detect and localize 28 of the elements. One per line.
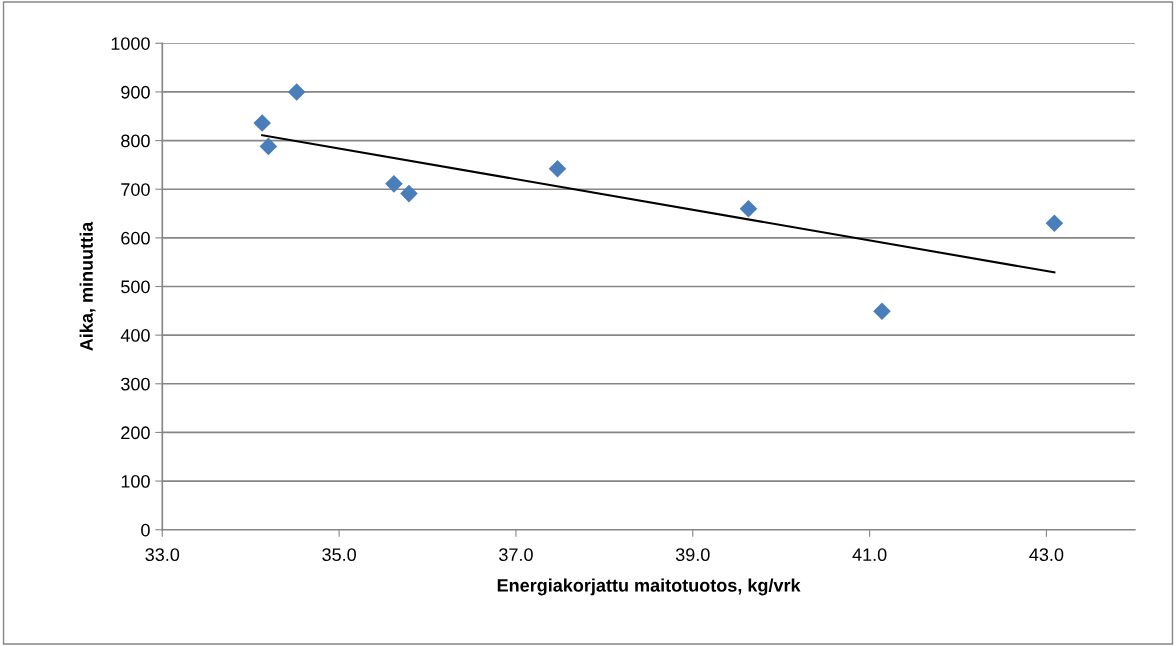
x-tick-label: 33.0 [145, 548, 180, 562]
point [400, 184, 418, 203]
y-axis-title: Aika, minuuttia [79, 221, 96, 351]
point [548, 160, 567, 178]
y-tick-label: 300 [121, 377, 150, 391]
x-tick-label: 35.0 [322, 548, 356, 562]
point [385, 175, 403, 193]
y-tick-label: 900 [121, 85, 150, 99]
y-tick-label: 700 [121, 183, 150, 196]
point [739, 199, 758, 218]
y-tick-label: 600 [121, 231, 150, 245]
y-tick-label: 400 [120, 329, 150, 342]
y-tick-label: 100 [121, 475, 150, 488]
point [1045, 214, 1064, 233]
y-tick-label: 500 [121, 280, 150, 294]
y-tick-label: 800 [121, 134, 150, 148]
y-tick-label: 1000 [111, 37, 150, 50]
x-tick-label: 39.0 [675, 548, 710, 562]
point [259, 137, 278, 156]
x-tick-label: 43.0 [1029, 548, 1064, 562]
point [253, 114, 271, 132]
point [287, 83, 306, 101]
x-tick-label: 37.0 [499, 548, 533, 562]
x-axis-title: Energiakorjattu maitotuotos, kg/vrk [497, 578, 801, 596]
y-tick-label: 0 [141, 523, 150, 537]
point [873, 302, 891, 321]
y-tick-label: 200 [121, 426, 150, 440]
x-tick-label: 41.0 [852, 548, 887, 562]
